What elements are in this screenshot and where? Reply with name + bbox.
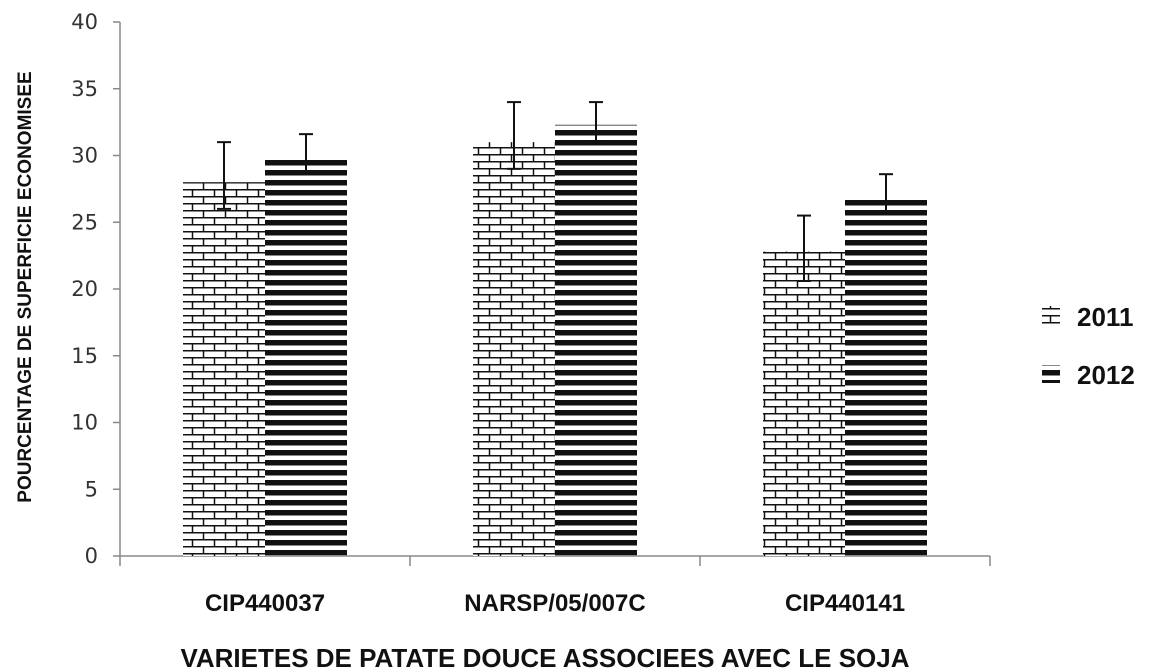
bar-2011 <box>763 251 845 556</box>
y-tick-label: 20 <box>71 277 98 301</box>
x-axis: CIP440037 NARSP/05/007C CIP440141 <box>119 555 991 617</box>
error-bars <box>217 101 893 282</box>
legend-label-2012: 2012 <box>1077 360 1135 390</box>
bar-2012 <box>555 124 637 557</box>
y-tick-label: 25 <box>71 210 98 234</box>
legend-swatch-2012 <box>1042 365 1060 383</box>
bars <box>183 124 927 557</box>
bar-2011 <box>473 142 555 556</box>
bar-2011 <box>183 182 265 556</box>
y-tick-label: 15 <box>71 344 98 368</box>
legend-item-2012: 2012 <box>1042 360 1135 390</box>
y-tick-label: 40 <box>71 10 98 34</box>
y-axis: 0 5 10 15 20 25 30 35 40 <box>71 10 121 568</box>
x-category-label: NARSP/05/007C <box>464 590 645 617</box>
y-axis-title: POURCENTAGE DE SUPERFICIE ECONOMISEE <box>15 71 36 502</box>
y-tick-label: 10 <box>71 411 98 435</box>
x-category-label: CIP440037 <box>205 590 325 617</box>
y-tick-label: 30 <box>71 144 98 168</box>
legend-label-2011: 2011 <box>1077 302 1133 332</box>
x-axis-title: VARIETES DE PATATE DOUCE ASSOCIEES AVEC … <box>180 643 909 672</box>
bar-2012 <box>265 155 347 556</box>
y-tick-label: 5 <box>85 477 98 501</box>
bar-2012 <box>845 195 927 557</box>
legend-item-2011: 2011 <box>1042 302 1133 332</box>
legend: 2011 2012 <box>1042 302 1135 390</box>
y-tick-label: 35 <box>71 77 98 101</box>
legend-swatch-2011 <box>1042 306 1060 324</box>
x-category-label: CIP440141 <box>785 590 905 617</box>
y-tick-label: 0 <box>85 544 98 568</box>
